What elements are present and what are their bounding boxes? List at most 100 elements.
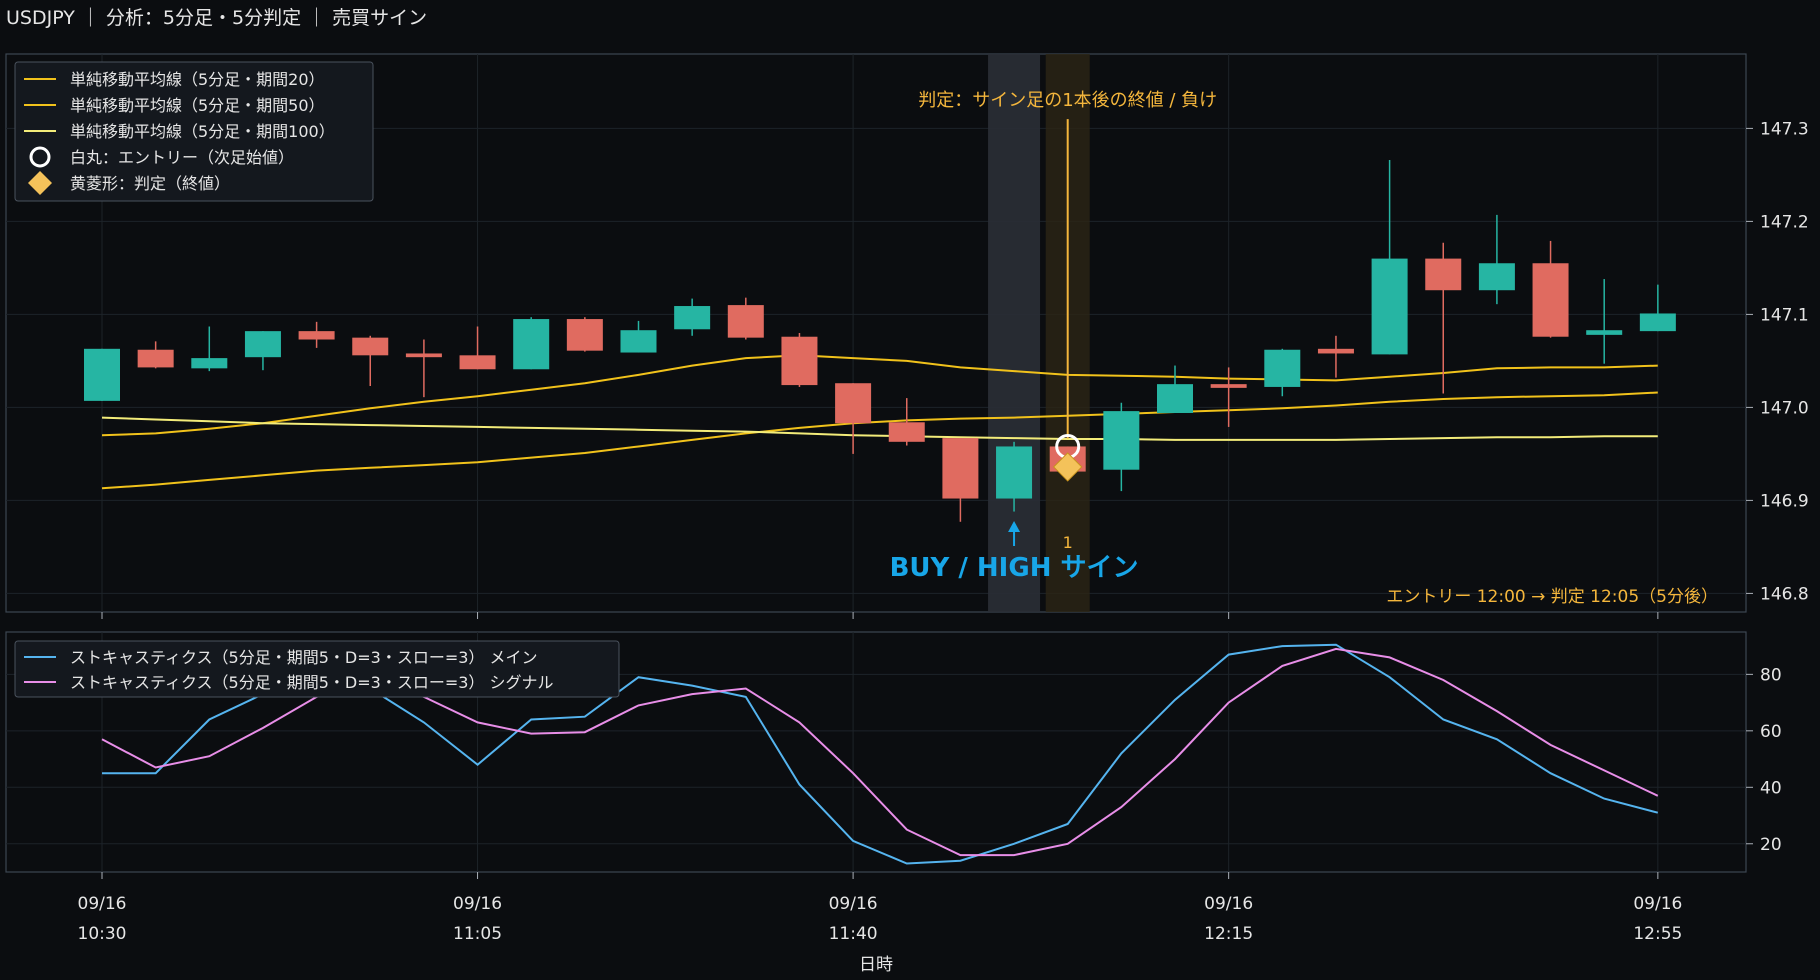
candle (244, 331, 281, 371)
price-legend-label: 単純移動平均線（5分足・期間50） (70, 96, 325, 115)
candle (1478, 214, 1515, 305)
candle (1210, 367, 1247, 427)
x-tick-date: 09/16 (453, 894, 502, 914)
candle-body (1210, 384, 1247, 388)
signal-bands (988, 54, 1090, 612)
x-tick-date: 09/16 (1204, 894, 1253, 914)
candle-body (1532, 263, 1569, 337)
price-legend-label: 単純移動平均線（5分足・期間20） (70, 70, 325, 89)
price-y-tick-label: 146.8 (1760, 584, 1809, 604)
candle (942, 438, 979, 522)
candle-body (352, 337, 389, 356)
candle (1103, 402, 1140, 492)
candle (1371, 160, 1408, 355)
candle (781, 333, 818, 387)
x-tick-time: 11:05 (453, 924, 502, 944)
candle-body (1103, 411, 1140, 470)
candle-body (1425, 258, 1462, 291)
price-y-tick-label: 147.3 (1760, 119, 1809, 139)
price-legend-label: 白丸：エントリー（次足始値） (70, 148, 294, 167)
candle-body (137, 349, 174, 368)
buy-signal-label: BUY / HIGH サイン (890, 553, 1139, 583)
candle-body (727, 305, 764, 338)
candle-body (781, 336, 818, 386)
x-tick-date: 09/16 (829, 894, 878, 914)
x-tick-time: 12:15 (1204, 924, 1253, 944)
candle (996, 441, 1033, 512)
stoch-legend-entry: ストキャスティクス（5分足・期間5・D=3・スロー=3） メイン (24, 648, 538, 667)
candle (191, 326, 228, 372)
stoch-y-tick-label: 80 (1760, 665, 1782, 685)
candle-body (298, 331, 335, 340)
stoch-panel: 20 40 60 80 ストキャスティクス（5分足・期間5・D=3・スロー=3） メイ… (5, 631, 1782, 873)
candle (352, 335, 389, 387)
candle-body (1371, 258, 1408, 355)
x-tick-time: 12:55 (1633, 924, 1682, 944)
candlesticks (84, 160, 1676, 522)
x-tick-time: 10:30 (78, 924, 127, 944)
price-legend-entry: 単純移動平均線（5分足・期間100） (24, 122, 335, 141)
price-y-axis: 146.8 146.9 147.0 147.1 147.2 147.3 (1746, 119, 1809, 604)
stoch-y-tick-label: 60 (1760, 722, 1782, 742)
price-y-tick-label: 147.1 (1760, 305, 1809, 325)
price-legend-label: 単純移動平均線（5分足・期間100） (70, 122, 335, 141)
x-axis-label: 日時 (859, 955, 893, 975)
candle (405, 339, 442, 398)
stoch-legend-label: ストキャスティクス（5分足・期間5・D=3・スロー=3） メイン (70, 648, 538, 667)
price-y-tick-label: 147.0 (1760, 398, 1809, 418)
candle-body (835, 383, 872, 424)
x-tick: 09/16 10:30 (78, 612, 127, 944)
candle (888, 398, 925, 446)
x-tick-date: 09/16 (78, 894, 127, 914)
price-grid (6, 54, 1746, 612)
moving-average-lines (101, 354, 1658, 490)
judge-result-text: 判定：サイン足の1本後の終値 / 負け (918, 90, 1217, 111)
chart-title: USDJPY ｜ 分析：5分足・5分判定 ｜ 売買サイン (6, 7, 427, 29)
candle (1157, 365, 1193, 413)
price-legend-entry: 白丸：エントリー（次足始値） (29, 146, 294, 168)
candle (84, 348, 120, 401)
stoch-legend-label: ストキャスティクス（5分足・期間5・D=3・スロー=3） シグナル (70, 673, 554, 692)
stoch-y-tick-label: 40 (1760, 778, 1782, 798)
candle (1532, 240, 1569, 338)
x-tick: 09/16 12:55 (1633, 612, 1682, 944)
candle (513, 317, 550, 370)
price-legend-entry: 黄菱形：判定（終値） (28, 171, 230, 195)
candle-body (191, 358, 228, 369)
candle-body (888, 422, 925, 442)
x-tick: 09/16 11:05 (453, 612, 502, 944)
price-y-tick-label: 146.9 (1760, 491, 1809, 511)
candle-body (996, 446, 1033, 499)
candle-body (513, 319, 550, 370)
price-legend-label: 黄菱形：判定（終値） (70, 174, 230, 193)
stoch-y-tick-label: 20 (1760, 835, 1782, 855)
candle-body (1586, 330, 1623, 335)
candle-body (1157, 384, 1193, 413)
x-tick-time: 11:40 (829, 924, 878, 944)
entry-judge-time-text: エントリー 12:00 → 判定 12:05（5分後） (1386, 587, 1718, 607)
candle (1586, 279, 1623, 364)
candle (137, 341, 174, 369)
price-legend: 単純移動平均線（5分足・期間20） 単純移動平均線（5分足・期間50） 単純移動平均… (14, 61, 374, 202)
candle-body (459, 355, 496, 370)
stoch-legend: ストキャスティクス（5分足・期間5・D=3・スロー=3） メインストキャスティク… (14, 640, 620, 698)
candle (1264, 348, 1301, 397)
legend-diamond-icon (28, 171, 52, 195)
sma-line-1 (101, 354, 1658, 437)
sma-line-3 (101, 416, 1658, 441)
price-legend-box (14, 61, 374, 202)
x-tick: 09/16 12:15 (1204, 612, 1253, 944)
candle-body (84, 348, 120, 401)
candle-body (1639, 313, 1676, 332)
candle-body (405, 353, 442, 358)
buy-arrow-icon (1008, 521, 1021, 532)
price-panel-border (5, 53, 1747, 613)
x-tick-date: 09/16 (1633, 894, 1682, 914)
candle (1317, 335, 1354, 378)
candle-body (674, 306, 711, 330)
candle (835, 383, 872, 454)
candle-body (620, 330, 657, 353)
candle (727, 297, 764, 340)
candle-body (566, 319, 603, 351)
